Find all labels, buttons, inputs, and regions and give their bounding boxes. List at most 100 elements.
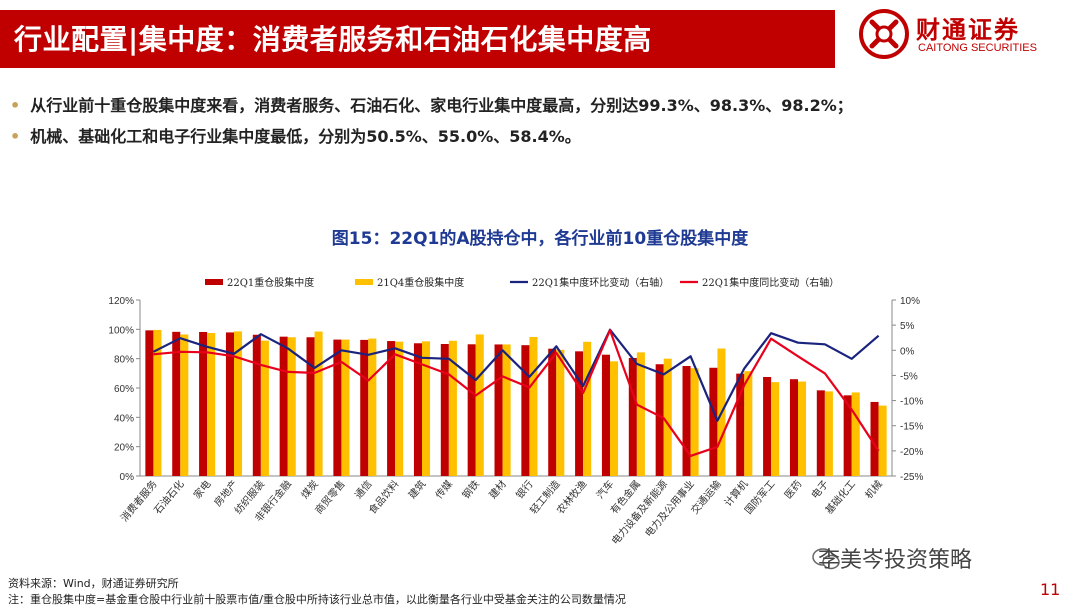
bar-21q4 — [851, 392, 860, 476]
bar-22q1 — [870, 401, 879, 476]
bar-22q1 — [601, 354, 610, 476]
header: 行业配置|集中度：消费者服务和石油石化集中度高 财通证券 CAITONG SEC… — [0, 0, 1080, 68]
page-title: 行业配置|集中度：消费者服务和石油石化集中度高 — [14, 23, 652, 56]
legend-label: 22Q1集中度环比变动（右轴） — [532, 276, 669, 289]
right-axis-tick-label: -5% — [900, 371, 918, 382]
bar-21q4 — [610, 361, 619, 476]
bar-21q4 — [207, 333, 216, 476]
bar-22q1 — [494, 344, 503, 476]
left-axis-tick-label: 80% — [114, 355, 134, 366]
bar-22q1 — [763, 377, 772, 476]
bullet-text: 从行业前十重仓股集中度来看，消费者服务、石油石化、家电行业集中度最高，分别达99… — [30, 96, 853, 115]
bar-21q4 — [798, 381, 807, 476]
bar-21q4 — [395, 341, 404, 476]
x-axis-tick-label: 钢铁 — [459, 478, 482, 502]
bar-21q4 — [180, 334, 189, 476]
right-axis-tick-label: 10% — [900, 296, 920, 307]
bar-21q4 — [475, 334, 484, 476]
bar-22q1 — [413, 343, 422, 476]
legend-label: 22Q1集中度同比变动（右轴） — [702, 276, 839, 289]
bar-22q1 — [279, 336, 288, 476]
left-axis-tick-label: 60% — [114, 384, 134, 395]
bar-22q1 — [789, 379, 798, 476]
bar-21q4 — [314, 331, 323, 476]
right-axis-tick-label: -25% — [900, 472, 923, 483]
bar-22q1 — [360, 339, 369, 476]
bar-21q4 — [287, 337, 296, 476]
bar-22q1 — [816, 390, 825, 476]
source-note: 资料来源：Wind，财通证券研究所 — [8, 577, 179, 590]
legend-label: 22Q1重仓股集中度 — [227, 276, 314, 289]
left-axis-tick-label: 100% — [108, 325, 134, 336]
x-axis-tick-label: 汽车 — [593, 478, 616, 502]
left-axis-tick-label: 40% — [114, 413, 134, 424]
right-axis-tick-label: -10% — [900, 397, 923, 408]
bar-21q4 — [583, 341, 592, 476]
bar-21q4 — [502, 344, 511, 476]
x-axis-tick-label: 传媒 — [433, 478, 455, 501]
bar-22q1 — [440, 344, 449, 476]
bullet-dot-icon: • — [10, 127, 21, 146]
x-axis-tick-label: 煤炭 — [298, 478, 321, 502]
bar-22q1 — [252, 334, 261, 476]
bar-22q1 — [709, 367, 718, 476]
bar-21q4 — [529, 336, 538, 476]
bar-22q1 — [225, 332, 234, 476]
bar-22q1 — [387, 341, 396, 476]
watermark: 李美岑投资策略 — [818, 548, 973, 573]
bar-22q1 — [843, 395, 852, 476]
bar-21q4 — [153, 329, 162, 476]
bar-21q4 — [878, 405, 887, 476]
company-logo: 财通证券 CAITONG SECURITIES — [858, 8, 1068, 62]
title-bar: 行业配置|集中度：消费者服务和石油石化集中度高 — [0, 10, 835, 68]
bar-21q4 — [341, 339, 350, 476]
bullet-dot-icon: • — [10, 96, 21, 115]
bar-21q4 — [556, 349, 565, 476]
bar-21q4 — [234, 331, 243, 476]
x-axis-tick-label: 医药 — [782, 478, 804, 501]
x-axis-tick-label: 房地产 — [211, 478, 240, 509]
bar-22q1 — [575, 351, 584, 476]
bullet-point: • 从行业前十重仓股集中度来看，消费者服务、石油石化、家电行业集中度最高，分别达9… — [10, 92, 853, 116]
bar-21q4 — [422, 341, 431, 476]
page-number: 11 — [1040, 580, 1061, 599]
wechat-icon — [812, 548, 840, 570]
x-axis-tick-label: 消费者服务 — [118, 478, 160, 525]
x-axis-tick-label: 家电 — [191, 478, 214, 502]
bar-21q4 — [636, 352, 645, 476]
bar-22q1 — [467, 344, 476, 476]
right-axis-tick-label: 0% — [900, 346, 915, 357]
bar-22q1 — [548, 348, 557, 476]
legend-label: 21Q4重仓股集中度 — [377, 276, 464, 289]
bar-21q4 — [824, 391, 833, 476]
bar-22q1 — [521, 345, 530, 476]
x-axis-tick-label: 通信 — [353, 478, 375, 501]
bar-22q1 — [306, 337, 315, 476]
bullet-point: • 机械、基础化工和电子行业集中度最低，分别为50.5%、55.0%、58.4%。 — [10, 123, 581, 147]
logo-text-en: CAITONG SECURITIES — [918, 42, 1037, 54]
logo-text-cn: 财通证券 — [916, 16, 1020, 44]
bar-21q4 — [744, 371, 753, 476]
bullet-text: 机械、基础化工和电子行业集中度最低，分别为50.5%、55.0%、58.4%。 — [30, 127, 581, 146]
x-axis-tick-label: 建材 — [486, 478, 509, 502]
legend-swatch — [355, 279, 373, 285]
bar-22q1 — [736, 373, 745, 476]
x-axis-tick-label: 计算机 — [721, 478, 750, 509]
bar-22q1 — [145, 330, 154, 476]
left-axis-tick-label: 120% — [108, 296, 134, 307]
left-axis-tick-label: 0% — [120, 472, 135, 483]
bar-21q4 — [663, 358, 672, 476]
x-axis-tick-label: 电子 — [808, 478, 831, 502]
bar-22q1 — [172, 331, 181, 476]
bar-22q1 — [655, 364, 664, 476]
bar-21q4 — [260, 340, 269, 476]
bar-21q4 — [690, 368, 699, 476]
bar-21q4 — [448, 340, 457, 476]
x-axis-tick-label: 银行 — [513, 478, 536, 502]
chart-title: 图15：22Q1的A股持仓中，各行业前10重仓股集中度 — [331, 229, 749, 249]
legend-swatch — [205, 279, 223, 285]
bar-22q1 — [628, 357, 637, 476]
yoy-change-line — [153, 329, 880, 457]
qoq-change-line — [152, 328, 880, 422]
